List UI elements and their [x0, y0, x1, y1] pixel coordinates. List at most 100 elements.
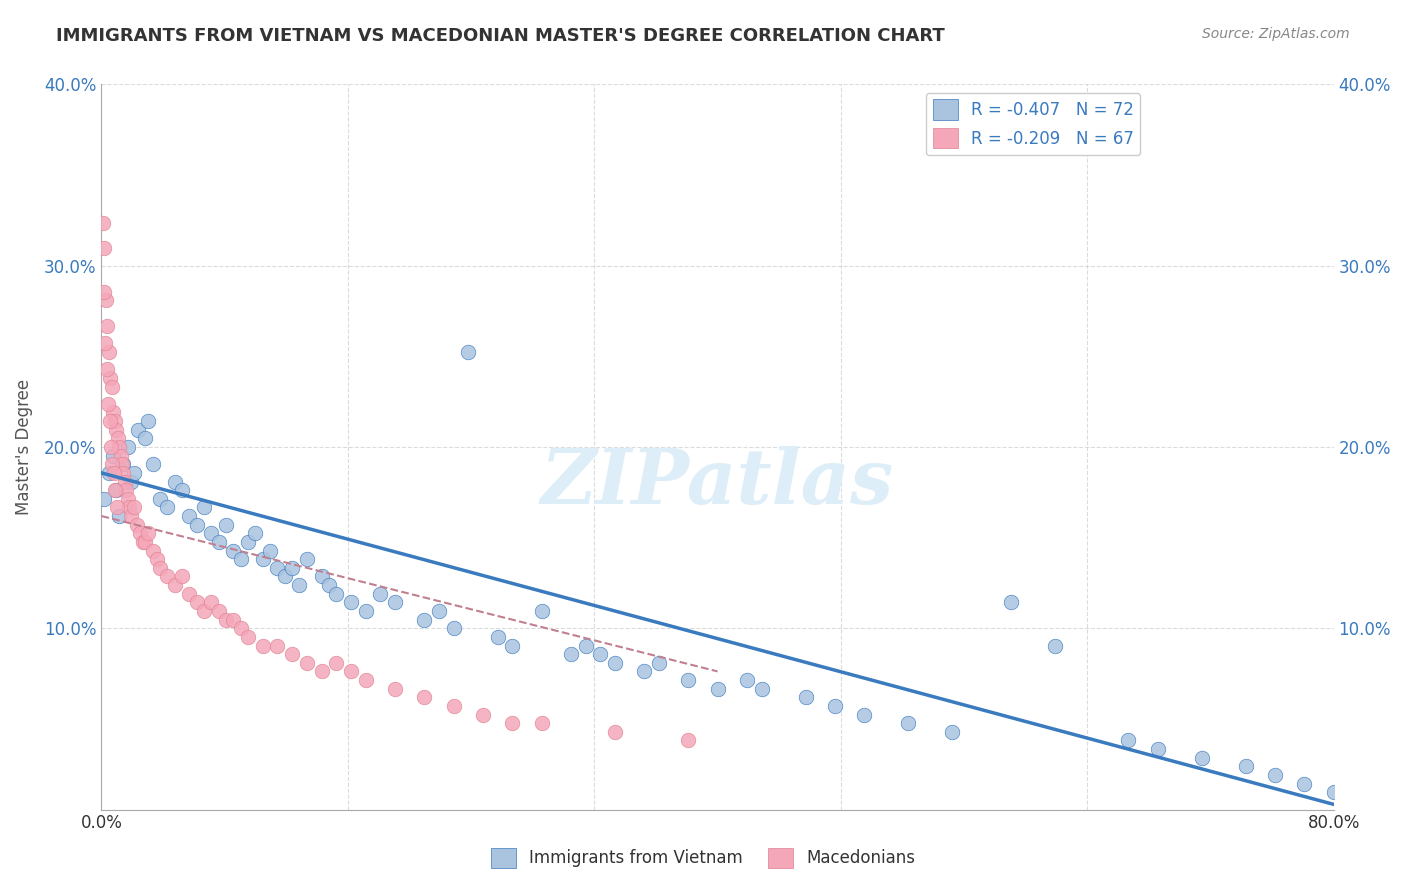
Point: [603, 724, 626, 739]
Point: [853, 707, 876, 722]
Point: [108, 509, 131, 524]
Point: [413, 613, 436, 627]
Point: [340, 665, 363, 679]
Point: [115, 483, 138, 497]
Point: [274, 569, 297, 583]
Point: [193, 500, 215, 515]
Point: [413, 690, 436, 705]
Point: [354, 604, 377, 618]
Point: [134, 431, 156, 445]
Point: [105, 423, 128, 437]
Point: [105, 500, 128, 515]
Point: [897, 716, 920, 731]
Point: [163, 475, 186, 489]
Point: [1323, 785, 1346, 799]
Point: [824, 698, 846, 713]
Point: [751, 681, 773, 696]
Point: [311, 665, 333, 679]
Point: [98, 414, 121, 428]
Point: [179, 509, 201, 524]
Point: [138, 414, 160, 428]
Point: [1116, 733, 1139, 747]
Point: [530, 604, 553, 618]
Point: [142, 457, 165, 471]
Point: [574, 639, 596, 653]
Point: [127, 423, 149, 437]
Point: [603, 656, 626, 670]
Point: [142, 543, 165, 558]
Point: [1191, 750, 1213, 764]
Point: [156, 500, 179, 515]
Point: [501, 639, 523, 653]
Point: [486, 630, 509, 644]
Point: [794, 690, 817, 705]
Point: [340, 595, 363, 609]
Point: [172, 569, 194, 583]
Point: [443, 621, 465, 635]
Y-axis label: Master's Degree: Master's Degree: [15, 379, 32, 515]
Point: [288, 578, 311, 592]
Point: [648, 656, 671, 670]
Point: [1043, 639, 1066, 653]
Point: [118, 500, 141, 515]
Point: [103, 449, 125, 463]
Point: [384, 595, 406, 609]
Point: [156, 569, 179, 583]
Point: [98, 371, 121, 385]
Point: [354, 673, 377, 687]
Point: [1146, 742, 1168, 756]
Point: [172, 483, 194, 497]
Point: [1264, 768, 1286, 782]
Point: [200, 526, 222, 541]
Point: [560, 647, 582, 661]
Point: [368, 587, 391, 601]
Point: [100, 379, 122, 393]
Point: [186, 595, 208, 609]
Point: [111, 457, 134, 471]
Point: [281, 561, 304, 575]
Point: [134, 535, 156, 549]
Point: [295, 656, 318, 670]
Point: [384, 681, 406, 696]
Point: [443, 698, 465, 713]
Point: [676, 673, 699, 687]
Point: [120, 509, 142, 524]
Point: [427, 604, 450, 618]
Point: [125, 517, 148, 532]
Point: [1000, 595, 1022, 609]
Point: [215, 613, 238, 627]
Point: [200, 595, 222, 609]
Point: [941, 724, 963, 739]
Point: [96, 362, 118, 376]
Point: [97, 466, 120, 480]
Point: [97, 345, 120, 359]
Point: [131, 535, 153, 549]
Point: [311, 569, 333, 583]
Point: [122, 500, 145, 515]
Point: [186, 517, 208, 532]
Point: [1234, 759, 1257, 773]
Point: [100, 440, 122, 454]
Point: [93, 491, 115, 506]
Point: [259, 543, 281, 558]
Point: [91, 216, 114, 230]
Point: [112, 457, 135, 471]
Legend: R = -0.407   N = 72, R = -0.209   N = 67: R = -0.407 N = 72, R = -0.209 N = 67: [927, 93, 1140, 155]
Point: [117, 440, 139, 454]
Point: [149, 491, 172, 506]
Point: [501, 716, 523, 731]
Point: [114, 475, 136, 489]
Point: [318, 578, 340, 592]
Point: [138, 526, 160, 541]
Point: [112, 466, 135, 480]
Point: [266, 561, 288, 575]
Legend: Immigrants from Vietnam, Macedonians: Immigrants from Vietnam, Macedonians: [484, 841, 922, 875]
Point: [229, 552, 252, 566]
Point: [229, 621, 252, 635]
Point: [93, 285, 115, 299]
Point: [325, 587, 347, 601]
Point: [163, 578, 186, 592]
Point: [325, 656, 347, 670]
Point: [633, 665, 655, 679]
Point: [94, 293, 117, 308]
